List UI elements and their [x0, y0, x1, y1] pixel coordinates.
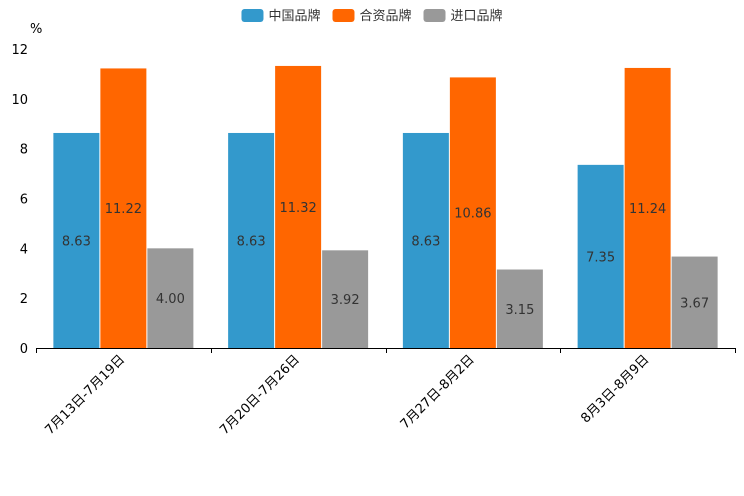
legend-label: 中国品牌 — [268, 8, 320, 24]
bar — [275, 65, 322, 349]
bar — [100, 68, 147, 348]
bar — [53, 132, 100, 348]
legend-swatch — [332, 9, 355, 22]
legend-item: 合资品牌 — [332, 8, 412, 24]
x-category-label: 7月13日-7月19日 — [42, 352, 128, 438]
bar-value-label: 7.35 — [586, 250, 615, 265]
bar — [147, 248, 194, 348]
legend: 中国品牌 合资品牌 进口品牌 — [241, 8, 503, 24]
legend-label: 进口品牌 — [451, 8, 503, 24]
legend-label: 合资品牌 — [359, 8, 411, 24]
bar-value-label: 4.00 — [156, 292, 185, 307]
bar — [228, 132, 275, 348]
bar — [496, 269, 543, 348]
legend-item: 中国品牌 — [241, 8, 320, 24]
bars: 8.63 11.22 4.00 8.63 11.32 3.92 8.63 10.86 3.15 7… — [53, 65, 718, 349]
bar-value-label: 11.22 — [105, 202, 142, 217]
x-category-label: 7月20日-7月26日 — [217, 352, 303, 438]
y-tick-label: 8 — [20, 143, 28, 158]
y-tick-label: 2 — [20, 292, 28, 307]
bar-value-label: 8.63 — [411, 234, 440, 249]
bar-value-label: 11.24 — [629, 202, 666, 217]
y-tick-label: 12 — [11, 43, 28, 58]
bar — [577, 164, 624, 348]
y-tick-label: 0 — [20, 342, 28, 357]
bar-value-label: 11.32 — [280, 201, 317, 216]
bar-value-label: 8.63 — [62, 234, 91, 249]
bar — [402, 132, 449, 348]
bar-value-label: 8.63 — [237, 234, 266, 249]
bar-value-label: 10.86 — [454, 207, 491, 222]
y-tick-label: 4 — [20, 242, 28, 257]
bar-value-label: 3.15 — [505, 303, 534, 318]
legend-swatch — [241, 9, 264, 22]
x-axis: 7月13日-7月19日 7月20日-7月26日 7月27日-8月2日 8月3日-8月9… — [36, 348, 736, 438]
x-category-label: 7月27日-8月2日 — [398, 352, 478, 432]
bar — [449, 77, 496, 348]
legend-item: 进口品牌 — [423, 8, 503, 24]
y-axis-ticks: 0 2 4 6 8 10 12 — [11, 43, 28, 357]
bar-value-label: 3.67 — [680, 296, 709, 311]
y-tick-label: 10 — [11, 93, 28, 108]
bar — [671, 256, 718, 348]
x-category-label: 8月3日-8月9日 — [578, 352, 652, 426]
bar-value-label: 3.92 — [331, 293, 360, 308]
legend-swatch — [423, 9, 446, 22]
y-tick-label: 6 — [20, 193, 28, 208]
bar — [322, 250, 369, 348]
bar — [624, 67, 671, 348]
unit-label: % — [30, 22, 42, 37]
